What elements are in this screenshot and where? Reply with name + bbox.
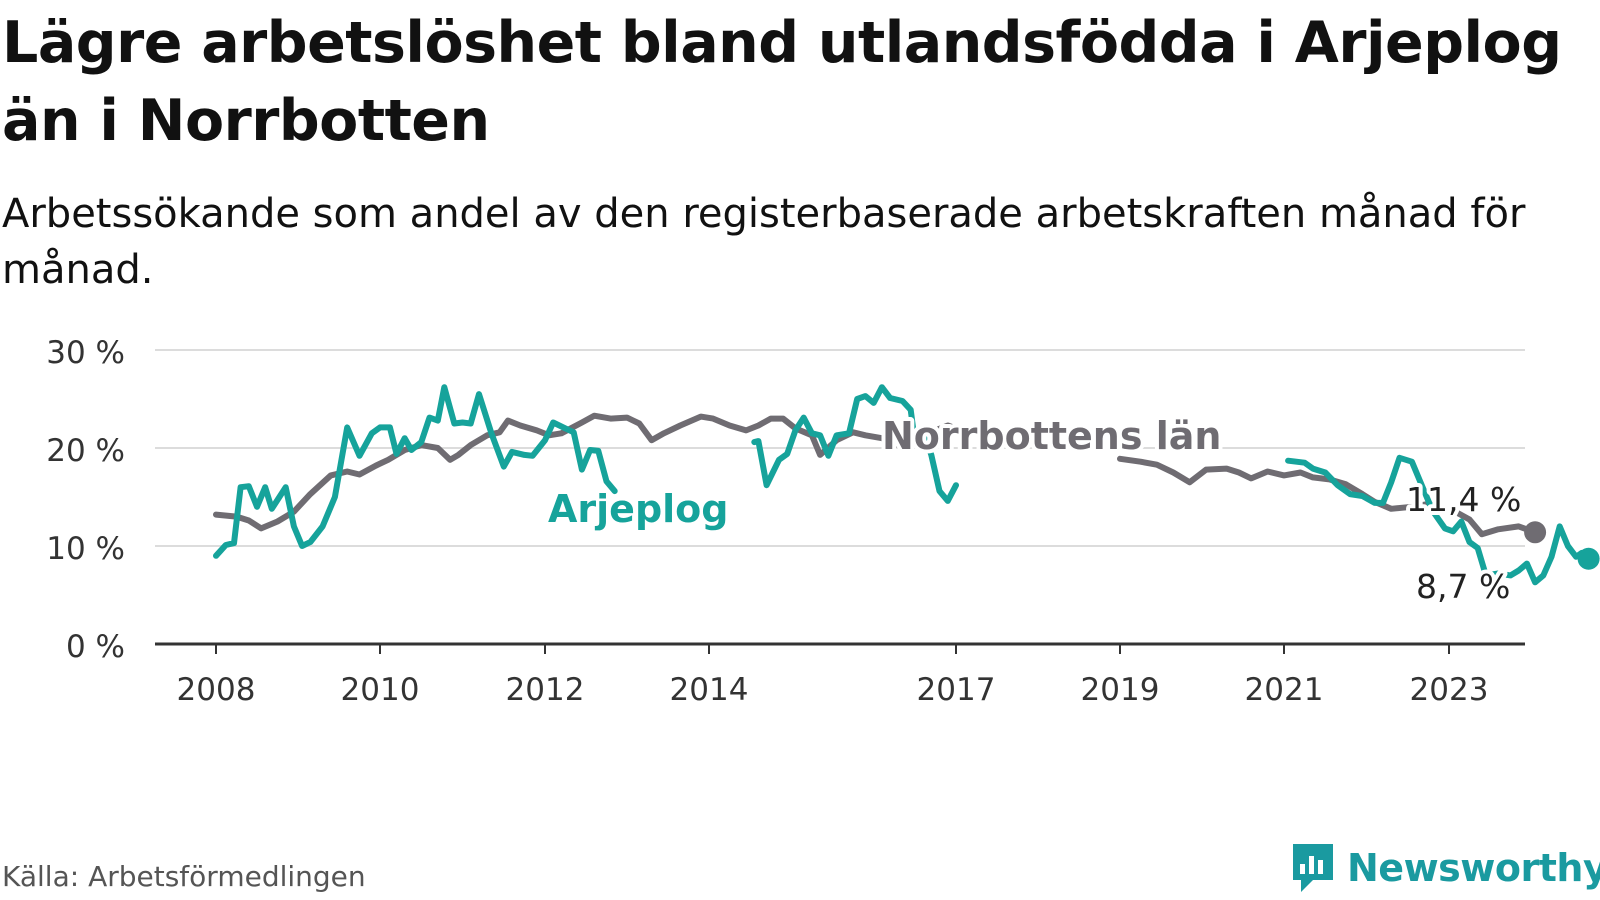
arjeplog-end-value-halo: 8,7 % <box>1416 567 1510 606</box>
y-tick-label: 20 % <box>46 433 125 469</box>
norrbotten-line <box>213 412 959 532</box>
y-tick-label: 0 % <box>66 629 125 665</box>
series-lines <box>213 384 1600 586</box>
y-axis-ticks: 0 % 10 % 20 % 30 % <box>46 335 125 665</box>
bar-chart-speech-icon <box>1293 844 1333 892</box>
newsworthy-logo: Newsworthy <box>1289 840 1600 896</box>
norrbotten-end-dot <box>1524 521 1547 544</box>
y-tick-label: 10 % <box>46 531 125 567</box>
x-tick-label: 2012 <box>506 672 585 708</box>
arjeplog-line <box>213 384 618 559</box>
grid-lines <box>155 349 1525 646</box>
arjeplog-line <box>751 384 959 504</box>
x-tick-label: 2019 <box>1081 672 1160 708</box>
norrbotten-series-label: Norrbottens län <box>882 414 1221 458</box>
x-tick-label: 2021 <box>1245 672 1324 708</box>
x-tick-label: 2023 <box>1410 672 1489 708</box>
y-tick-label: 30 % <box>46 335 125 371</box>
chart-subtitle: Arbetssökande som andel av den registerb… <box>2 191 1526 293</box>
norrbotten-end-value: 11,4 % <box>1406 480 1521 519</box>
arjeplog-end-dot <box>1577 547 1600 570</box>
source-note: Källa: Arbetsförmedlingen <box>2 860 366 893</box>
x-axis-ticks: 2008 2010 2012 2014 2017 2019 2021 2023 <box>177 644 1489 708</box>
chart-title: Lägre arbetslöshet bland utlandsfödda i … <box>2 10 1562 154</box>
logo-text: Newsworthy <box>1347 846 1600 890</box>
arjeplog-end-value: 8,7 % <box>1416 567 1510 606</box>
arjeplog-series-label-halo: Arjeplog <box>548 487 728 531</box>
arjeplog-series-label: Arjeplog <box>548 487 728 531</box>
norrbotten-series-label-halo: Norrbottens län <box>882 414 1221 458</box>
norrbotten-end-value-halo: 11,4 % <box>1406 480 1521 519</box>
x-tick-label: 2014 <box>670 672 749 708</box>
arjeplog-line <box>1285 454 1600 586</box>
x-tick-label: 2017 <box>917 672 996 708</box>
x-tick-label: 2010 <box>341 672 420 708</box>
x-tick-label: 2008 <box>177 672 256 708</box>
